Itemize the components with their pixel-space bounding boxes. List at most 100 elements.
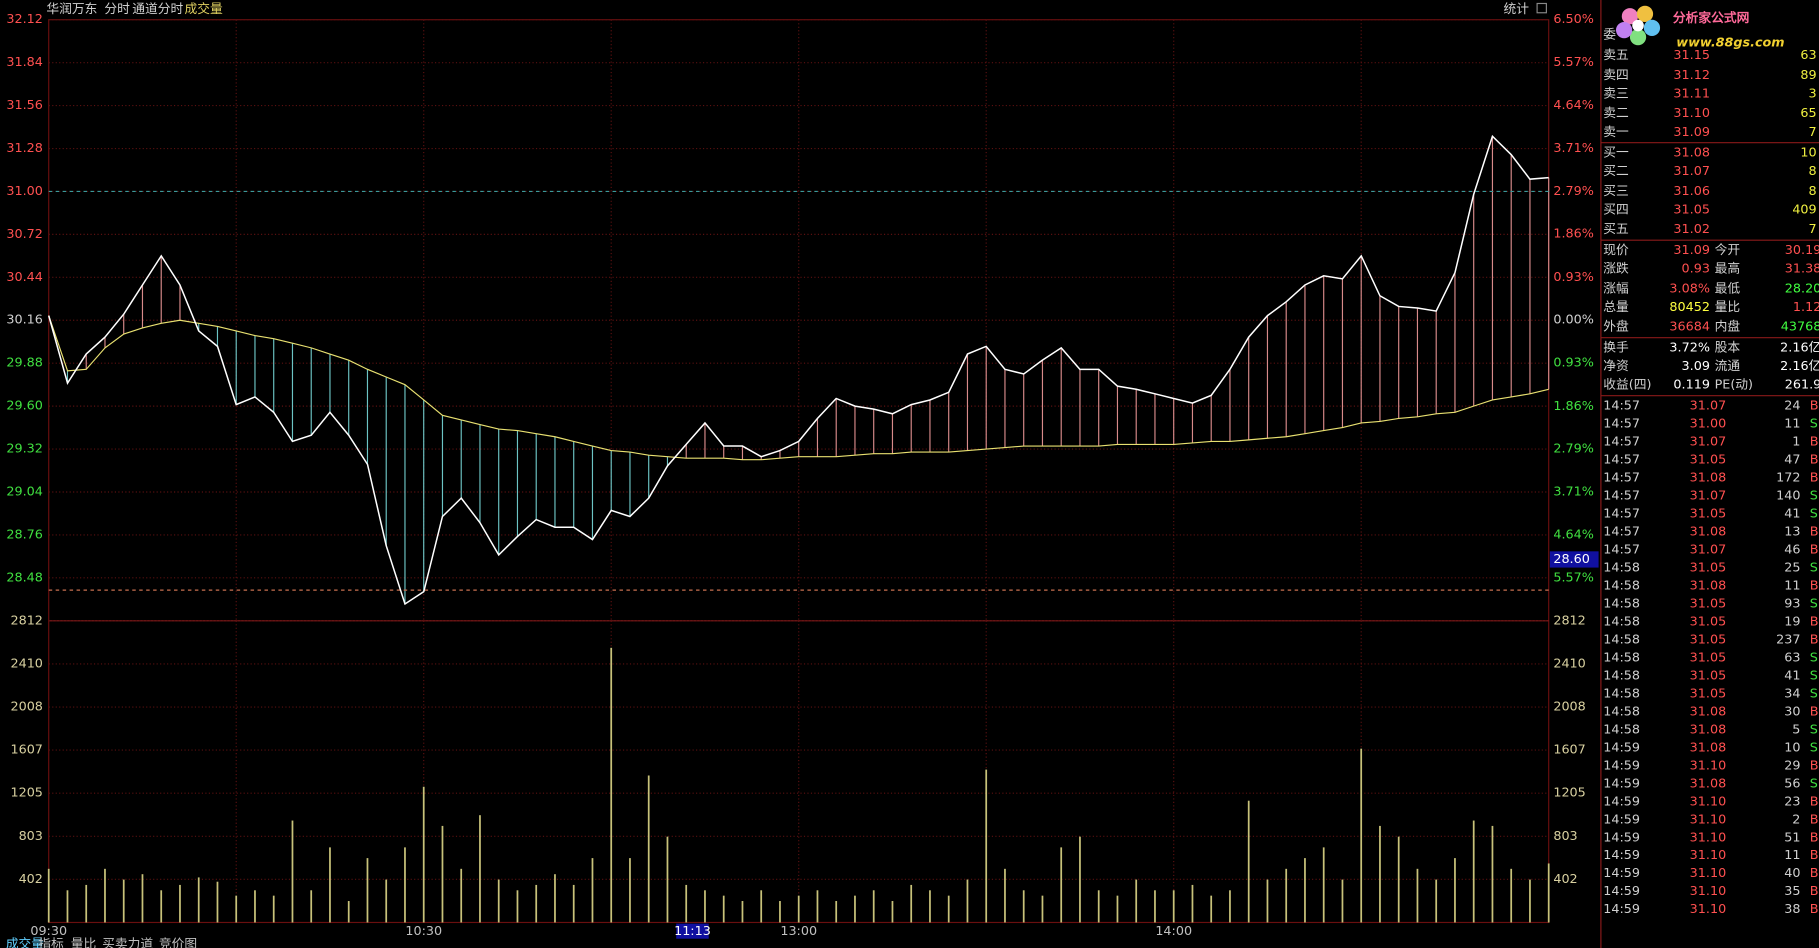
volume-bar — [910, 884, 913, 923]
volume-bar — [535, 884, 538, 923]
book-volume: 7 — [1809, 222, 1817, 237]
bottom-tab[interactable]: 指标 — [38, 937, 64, 948]
trade-volume: 63 — [1784, 650, 1800, 665]
y-tick-label: 402 — [19, 872, 43, 887]
trade-price: 31.08 — [1690, 525, 1727, 540]
book-label: 买三 — [1603, 184, 1628, 199]
volume-bar — [1285, 868, 1288, 923]
window-button[interactable] — [1536, 2, 1547, 14]
y-tick-label: 28.76 — [6, 527, 43, 542]
trade-time: 14:58 — [1603, 632, 1640, 647]
volume-bar — [197, 877, 200, 923]
bottom-tab[interactable]: 买卖力道 — [102, 937, 153, 948]
volume-bar — [685, 884, 688, 923]
volume-bar — [554, 874, 556, 923]
volume-bar — [1041, 895, 1044, 923]
stat-value: 2.16亿 — [1780, 359, 1819, 374]
stat-value: 31.09 — [1673, 243, 1710, 258]
logo-center — [1632, 19, 1644, 32]
volume-bar — [1360, 748, 1363, 923]
volume-bar — [591, 858, 594, 923]
x-tick-label: 10:30 — [405, 924, 442, 939]
y-tick-label: 29.04 — [6, 484, 43, 499]
trade-time: 14:59 — [1603, 740, 1640, 755]
trade-time: 14:59 — [1603, 902, 1640, 917]
tab[interactable]: 成交量 — [184, 1, 222, 17]
volume-bar — [891, 901, 894, 923]
bottom-tab[interactable]: 量比 — [71, 937, 97, 948]
bottom-tab[interactable]: 成交量 — [6, 936, 44, 948]
tab[interactable]: 通道分时 — [132, 2, 183, 17]
trade-volume: 41 — [1784, 507, 1800, 522]
stock-name: 华润万东 — [46, 2, 97, 17]
trade-side: S — [1810, 686, 1818, 701]
volume-bar — [66, 890, 69, 923]
y-tick-label: 1607 — [10, 743, 42, 758]
y2-tick-label: 3.71% — [1553, 141, 1594, 156]
volume-bar — [572, 884, 575, 923]
logo: 分析家公式网 www.88gs.com — [1615, 5, 1785, 50]
book-volume: 89 — [1800, 68, 1816, 83]
volume-bar — [835, 901, 838, 923]
volume-bar — [104, 868, 106, 923]
trade-time: 14:57 — [1603, 489, 1640, 504]
trade-time: 14:58 — [1603, 578, 1640, 593]
book-label: 卖四 — [1603, 68, 1628, 83]
trade-price: 31.05 — [1690, 453, 1727, 468]
book-label: 卖三 — [1603, 86, 1628, 101]
y-tick-label-right: 803 — [1553, 829, 1577, 844]
stat-label: 今开 — [1715, 242, 1741, 258]
trade-time: 14:57 — [1603, 471, 1640, 486]
trade-price: 31.10 — [1690, 866, 1727, 881]
volume-bar — [254, 890, 256, 923]
trade-volume: 41 — [1784, 668, 1800, 683]
bottom-tab[interactable]: 竞价图 — [159, 936, 197, 948]
trade-side: B — [1810, 866, 1819, 881]
trade-volume: 93 — [1784, 596, 1800, 611]
volume-bar — [347, 901, 350, 923]
volume-bar — [179, 884, 181, 923]
stat-label: 外盘 — [1603, 319, 1629, 335]
volume-bar — [47, 868, 50, 923]
trade-price: 31.10 — [1690, 812, 1727, 827]
volume-bar — [1116, 895, 1119, 923]
volume-bar — [141, 874, 144, 923]
volume-bar — [610, 647, 613, 923]
y-tick-label-right: 1205 — [1553, 786, 1585, 801]
price-line — [47, 134, 1549, 606]
trade-side: B — [1810, 632, 1819, 647]
book-label: 买一 — [1603, 146, 1629, 161]
y-tick-label: 1205 — [10, 786, 42, 801]
trade-price: 31.08 — [1690, 740, 1727, 755]
tab[interactable]: 分时 — [104, 2, 130, 17]
volume-bar — [1510, 868, 1513, 923]
logo-url: www.88gs.com — [1676, 35, 1784, 50]
trade-side: S — [1810, 417, 1818, 432]
y2-tick-label: 2.79% — [1553, 184, 1594, 199]
trade-side: B — [1810, 525, 1819, 540]
volume-bar — [647, 775, 650, 923]
volume-bar — [291, 820, 294, 923]
trade-time: 14:59 — [1603, 776, 1640, 791]
volume-bar — [235, 895, 238, 923]
book-label: 卖一 — [1603, 125, 1629, 140]
trade-volume: 19 — [1784, 614, 1800, 629]
trade-price: 31.08 — [1690, 776, 1727, 791]
trade-price: 31.10 — [1690, 902, 1727, 917]
trade-time: 14:59 — [1603, 794, 1640, 809]
stat-label: 最高 — [1715, 261, 1740, 277]
book-label: 卖二 — [1603, 106, 1629, 121]
volume-bar — [1191, 884, 1194, 923]
trade-price: 31.05 — [1690, 632, 1727, 647]
stat-label: 涨跌 — [1603, 261, 1629, 277]
trade-price: 31.08 — [1690, 578, 1727, 593]
stat-button[interactable]: 统计 — [1503, 2, 1529, 17]
volume-bar — [1397, 836, 1400, 923]
trade-volume: 11 — [1784, 578, 1800, 593]
trade-time: 14:58 — [1603, 650, 1640, 665]
stat-value: 43768 — [1781, 320, 1819, 335]
trade-volume: 237 — [1776, 632, 1800, 647]
trade-side: S — [1810, 722, 1818, 737]
book-price: 31.11 — [1673, 86, 1710, 101]
stat-value: 3.72% — [1669, 341, 1710, 356]
